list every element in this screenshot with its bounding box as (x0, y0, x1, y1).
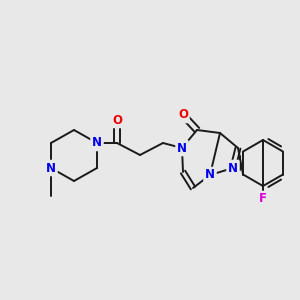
Text: N: N (177, 142, 187, 154)
Text: N: N (205, 169, 215, 182)
Text: O: O (178, 109, 188, 122)
Text: N: N (46, 161, 56, 175)
Text: N: N (228, 161, 238, 175)
Text: F: F (259, 193, 267, 206)
Text: N: N (92, 136, 102, 149)
Text: O: O (112, 113, 122, 127)
